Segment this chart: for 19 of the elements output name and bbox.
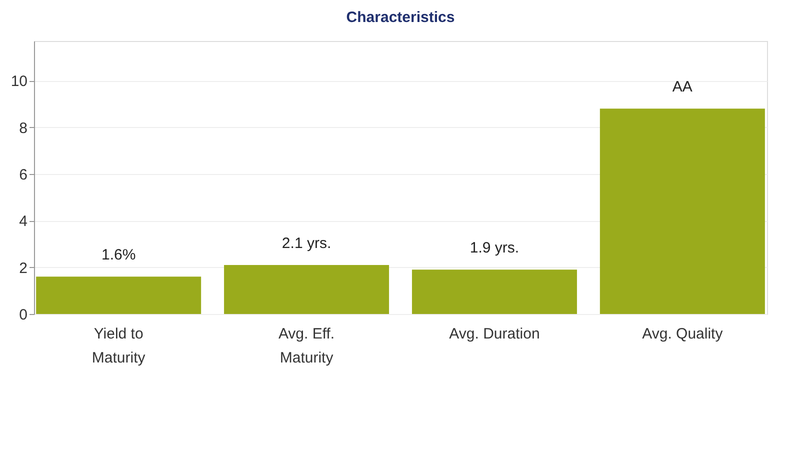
y-tick-label: 0 (19, 306, 28, 324)
x-tick-label: Avg. Eff. Maturity (278, 326, 335, 366)
bar (224, 265, 390, 314)
chart-title: Characteristics (346, 9, 455, 26)
y-tick-label: 8 (19, 120, 28, 137)
x-tick-label: Avg. Duration (449, 326, 540, 342)
x-tick-label: Avg. Quality (642, 326, 724, 342)
data-label: AA (672, 78, 692, 96)
bar (412, 270, 577, 314)
y-tick-label: 2 (19, 260, 28, 277)
data-label: 1.6% (101, 246, 136, 264)
bar (600, 108, 765, 314)
y-tick-label: 6 (19, 166, 28, 184)
bar (36, 276, 202, 314)
y-tick-label: 4 (19, 213, 28, 230)
x-tick-label: Yield to Maturity (92, 326, 146, 366)
y-tick-label: 10 (10, 73, 28, 90)
data-label: 2.1 yrs. (282, 235, 332, 252)
data-label: 1.9 yrs. (470, 240, 520, 257)
